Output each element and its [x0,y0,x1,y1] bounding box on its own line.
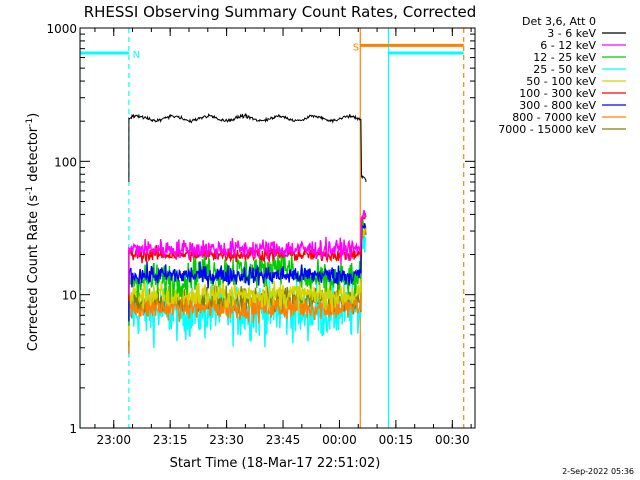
x-tick-label-1: 23:15 [153,433,188,447]
x-tick-label-3: 23:45 [266,433,301,447]
legend-label-2: 12 - 25 keV [533,51,596,64]
plot-frame [79,27,476,429]
x-tick-label-6: 00:30 [435,433,470,447]
series-line-1 [128,209,367,296]
x-axis-label: Start Time (18-Mar-17 22:51:02) [170,456,381,471]
legend-label-5: 100 - 300 keV [519,87,596,100]
legend-label-1: 6 - 12 keV [540,39,596,52]
x-tick-label-2: 23:30 [209,433,244,447]
x-tick-label-4: 00:00 [322,433,357,447]
y-axis-label-part1: Corrected Count Rate (s [26,195,41,352]
legend-label-7: 800 - 7000 keV [512,111,596,124]
y-axis-label-sup1: -1 [25,186,35,195]
series-line-6 [128,223,367,322]
x-tick-label-5: 00:15 [379,433,414,447]
y-tick-label-1: 10 [62,289,77,303]
legend-label-0: 3 - 6 keV [547,27,596,40]
y-axis-label-part2: detector [26,126,41,186]
legend-label-8: 7000 - 15000 keV [498,123,596,136]
chart-title: RHESSI Observing Summary Count Rates, Co… [84,3,477,21]
y-axis-label: Corrected Count Rate (s-1 detector-1) [25,113,41,351]
y-axis-label-part3: ) [26,113,41,118]
axes: 1 10 100 1000 23:00 23:15 23:30 23:45 00:00 00:15… [46,22,476,447]
legend-title: Det 3,6, Att 0 [522,15,596,28]
legend-label-4: 50 - 100 keV [526,75,596,88]
plot-area: NS [80,28,465,428]
series-line-4 [128,225,367,341]
plot-inner: NS [80,28,465,428]
flag-label-s: S [353,42,359,53]
flag-label-n: N [133,50,140,61]
y-axis-label-sup2: -1 [25,118,35,127]
y-tick-label-3: 1000 [46,22,77,36]
series-line-0 [128,112,367,182]
legend-label-6: 300 - 800 keV [519,99,596,112]
x-tick-label-0: 23:00 [96,433,131,447]
y-tick-label-2: 100 [54,155,77,169]
y-tick-label-0: 1 [69,422,77,436]
legend-label-3: 25 - 50 keV [533,63,596,76]
footer-date: 2-Sep-2022 05:36 [562,467,634,476]
